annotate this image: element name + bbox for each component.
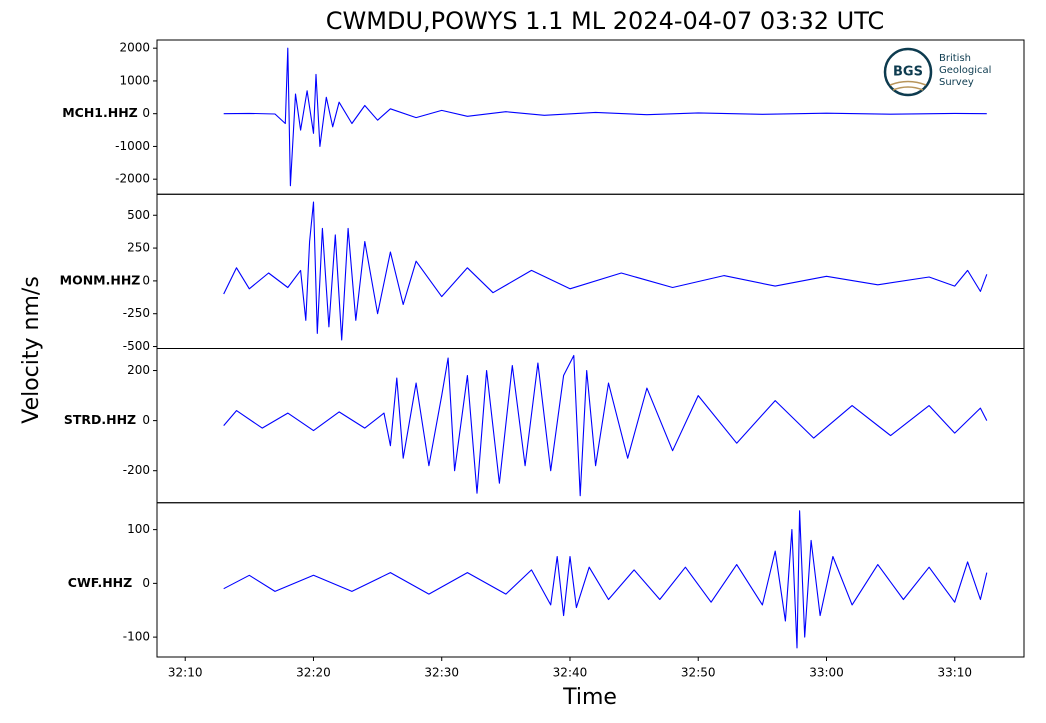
panel-frame xyxy=(156,348,1025,504)
station-label: MCH1.HHZ xyxy=(62,105,138,120)
y-tick-label: -500 xyxy=(123,339,150,353)
station-label: CWF.HHZ xyxy=(68,575,132,590)
logo-waves xyxy=(889,80,927,91)
panel-frame xyxy=(156,193,1025,349)
x-tick-label: 32:10 xyxy=(168,666,203,680)
waveform xyxy=(223,354,988,497)
y-tick-label: 0 xyxy=(142,273,150,287)
panel-frame xyxy=(156,502,1025,658)
waveform xyxy=(223,47,987,187)
x-tick-label: 32:30 xyxy=(424,666,459,680)
y-tick-label: -2000 xyxy=(115,172,150,186)
waveform xyxy=(223,510,988,649)
y-tick-label: 0 xyxy=(142,413,150,427)
x-tick-label: 32:40 xyxy=(553,666,588,680)
y-tick-label: -1000 xyxy=(115,139,150,153)
x-tick-label: 32:50 xyxy=(681,666,716,680)
waveform xyxy=(223,201,988,341)
x-tick-label: 32:20 xyxy=(296,666,331,680)
y-axis-label: Velocity nm/s xyxy=(19,276,44,424)
x-tick-label: 33:10 xyxy=(937,666,972,680)
x-tick-label: 33:00 xyxy=(809,666,844,680)
y-tick-label: 0 xyxy=(142,576,150,590)
y-tick-label: 200 xyxy=(127,363,150,377)
y-tick-label: -100 xyxy=(123,630,150,644)
y-tick-label: 2000 xyxy=(119,41,150,55)
y-tick-label: 0 xyxy=(142,106,150,120)
logo-text: Survey xyxy=(939,77,974,88)
station-label: STRD.HHZ xyxy=(64,412,136,427)
chart-title: CWMDU,POWYS 1.1 ML 2024-04-07 03:32 UTC xyxy=(326,7,884,35)
y-tick-label: 1000 xyxy=(119,73,150,87)
y-tick-label: 250 xyxy=(127,241,150,255)
y-tick-label: 500 xyxy=(127,208,150,222)
x-axis-label: Time xyxy=(562,685,617,710)
y-tick-label: -200 xyxy=(123,463,150,477)
logo-text: British xyxy=(939,53,971,64)
y-tick-label: -250 xyxy=(123,306,150,320)
logo-text: Geological xyxy=(939,65,991,76)
y-tick-label: 100 xyxy=(127,522,150,536)
logo-abbreviation: BGS xyxy=(893,65,923,80)
station-label: MONM.HHZ xyxy=(60,272,141,287)
